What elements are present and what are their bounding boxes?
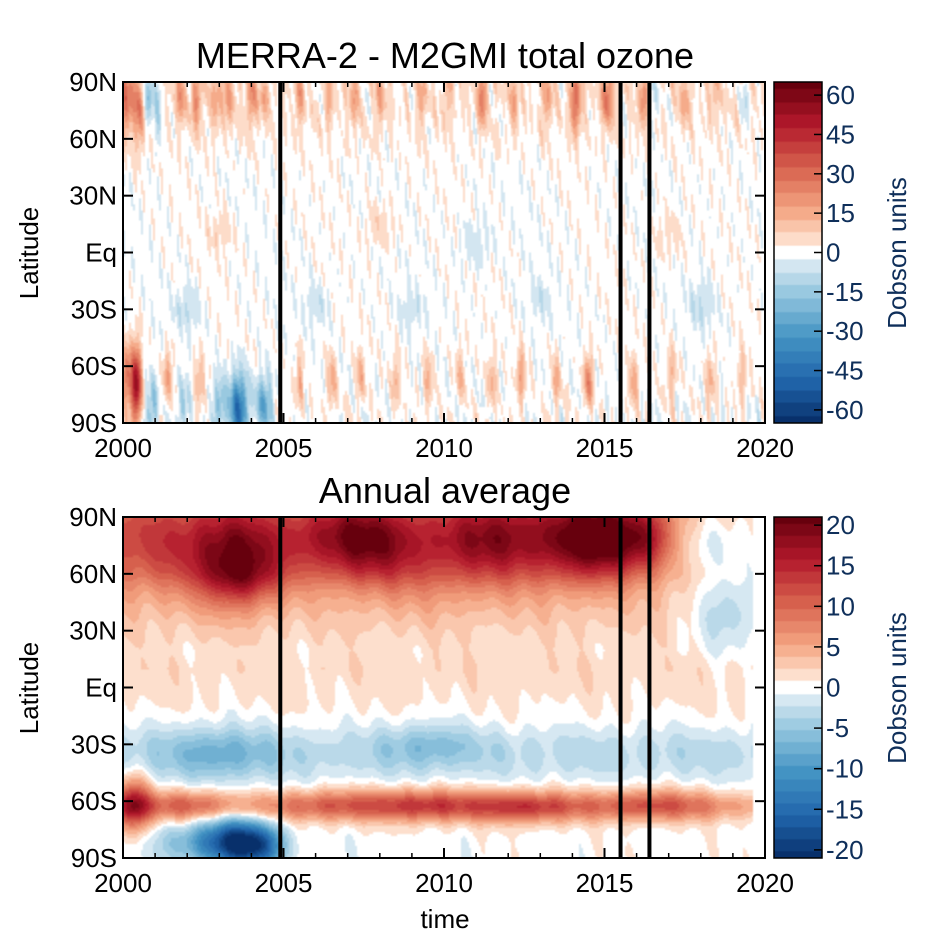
panel-2-xlabel: time xyxy=(420,904,469,934)
y-tick-label: 30S xyxy=(71,729,117,759)
y-tick-label: 60S xyxy=(71,351,117,381)
x-tick-label: 2005 xyxy=(255,868,313,898)
colorbar-tick-label: 5 xyxy=(826,632,840,662)
panel-2-axes: 2000 2005 2010 2015 2020 90N 60N 30N Eq 30S 60S 90S xyxy=(69,502,794,898)
y-tick-label: Eq xyxy=(85,673,117,703)
panel-1-colorbar-ticks: 60 45 30 15 0 -15 -30 -45 -60 xyxy=(814,80,864,425)
colorbar-tick-label: -45 xyxy=(826,356,864,386)
y-tick-label: 60N xyxy=(69,559,117,589)
x-tick-label: 2000 xyxy=(94,868,152,898)
y-tick-label: 60S xyxy=(71,786,117,816)
y-tick-label: 90S xyxy=(71,843,117,873)
colorbar-tick-label: -30 xyxy=(826,316,864,346)
panel-2-ylabel: Latitude xyxy=(14,642,44,735)
panel-1-ylabel: Latitude xyxy=(14,207,44,300)
colorbar-tick-label: 0 xyxy=(826,238,840,268)
colorbar-tick-label: 60 xyxy=(826,80,855,110)
panel-2-heatmap xyxy=(123,517,765,858)
panel-2-title: Annual average xyxy=(319,470,571,511)
panel-1-title: MERRA-2 - M2GMI total ozone xyxy=(196,35,694,76)
colorbar-tick-label: 20 xyxy=(826,510,855,540)
x-tick-label: 2010 xyxy=(415,433,473,463)
panel-total-ozone: MERRA-2 - M2GMI total ozone 2000 2005 2010… xyxy=(14,35,912,463)
y-tick-label: 30S xyxy=(71,294,117,324)
x-tick-label: 2020 xyxy=(736,433,794,463)
x-tick-label: 2015 xyxy=(576,868,634,898)
x-tick-label: 2005 xyxy=(255,433,313,463)
x-tick-label: 2015 xyxy=(576,433,634,463)
colorbar-tick-label: -15 xyxy=(826,277,864,307)
colorbar-tick-label: -15 xyxy=(826,794,864,824)
panel-1-colorbar: 60 45 30 15 0 -15 -30 -45 -60 Dobson units xyxy=(773,80,912,425)
y-tick-label: 90N xyxy=(69,67,117,97)
y-tick-label: Eq xyxy=(85,238,117,268)
x-tick-label: 2000 xyxy=(94,433,152,463)
panel-2-colorbar-ticks: 20 15 10 5 0 -5 -10 -15 -20 xyxy=(814,510,864,865)
x-tick-label: 2010 xyxy=(415,868,473,898)
y-tick-label: 60N xyxy=(69,124,117,154)
colorbar-tick-label: 15 xyxy=(826,551,855,581)
panel-1-heatmap-image xyxy=(123,82,765,423)
colorbar-tick-label: 0 xyxy=(826,673,840,703)
colorbar-tick-label: -20 xyxy=(826,835,864,865)
colorbar-tick-label: 45 xyxy=(826,119,855,149)
colorbar-tick-label: -5 xyxy=(826,713,849,743)
y-tick-label: 90S xyxy=(71,408,117,438)
y-tick-label: 90N xyxy=(69,502,117,532)
panel-1-event-lines xyxy=(278,82,652,423)
colorbar-tick-label: 15 xyxy=(826,198,855,228)
y-tick-label: 30N xyxy=(69,616,117,646)
panel-2-colorbar-label: Dobson units xyxy=(882,612,912,764)
y-tick-label: 30N xyxy=(69,181,117,211)
panel-2-event-lines xyxy=(278,517,652,858)
colorbar-tick-label: 30 xyxy=(826,159,855,189)
colorbar-tick-label: 10 xyxy=(826,591,855,621)
panel-1-colorbar-label: Dobson units xyxy=(882,177,912,329)
colorbar-tick-label: -60 xyxy=(826,395,864,425)
panel-1-axes: 2000 2005 2010 2015 2020 90N 60N 30N Eq 30S 60S 90S xyxy=(69,67,794,463)
x-tick-label: 2020 xyxy=(736,868,794,898)
panel-2-colorbar: 20 15 10 5 0 -5 -10 -15 -20 Dobson units xyxy=(773,510,912,865)
panel-2-heatmap-image xyxy=(123,517,765,858)
panel-annual-average: Annual average 2000 2005 2010 2015 202090N60… xyxy=(14,470,912,934)
panel-1-heatmap xyxy=(123,82,765,423)
colorbar-tick-label: -10 xyxy=(826,754,864,784)
